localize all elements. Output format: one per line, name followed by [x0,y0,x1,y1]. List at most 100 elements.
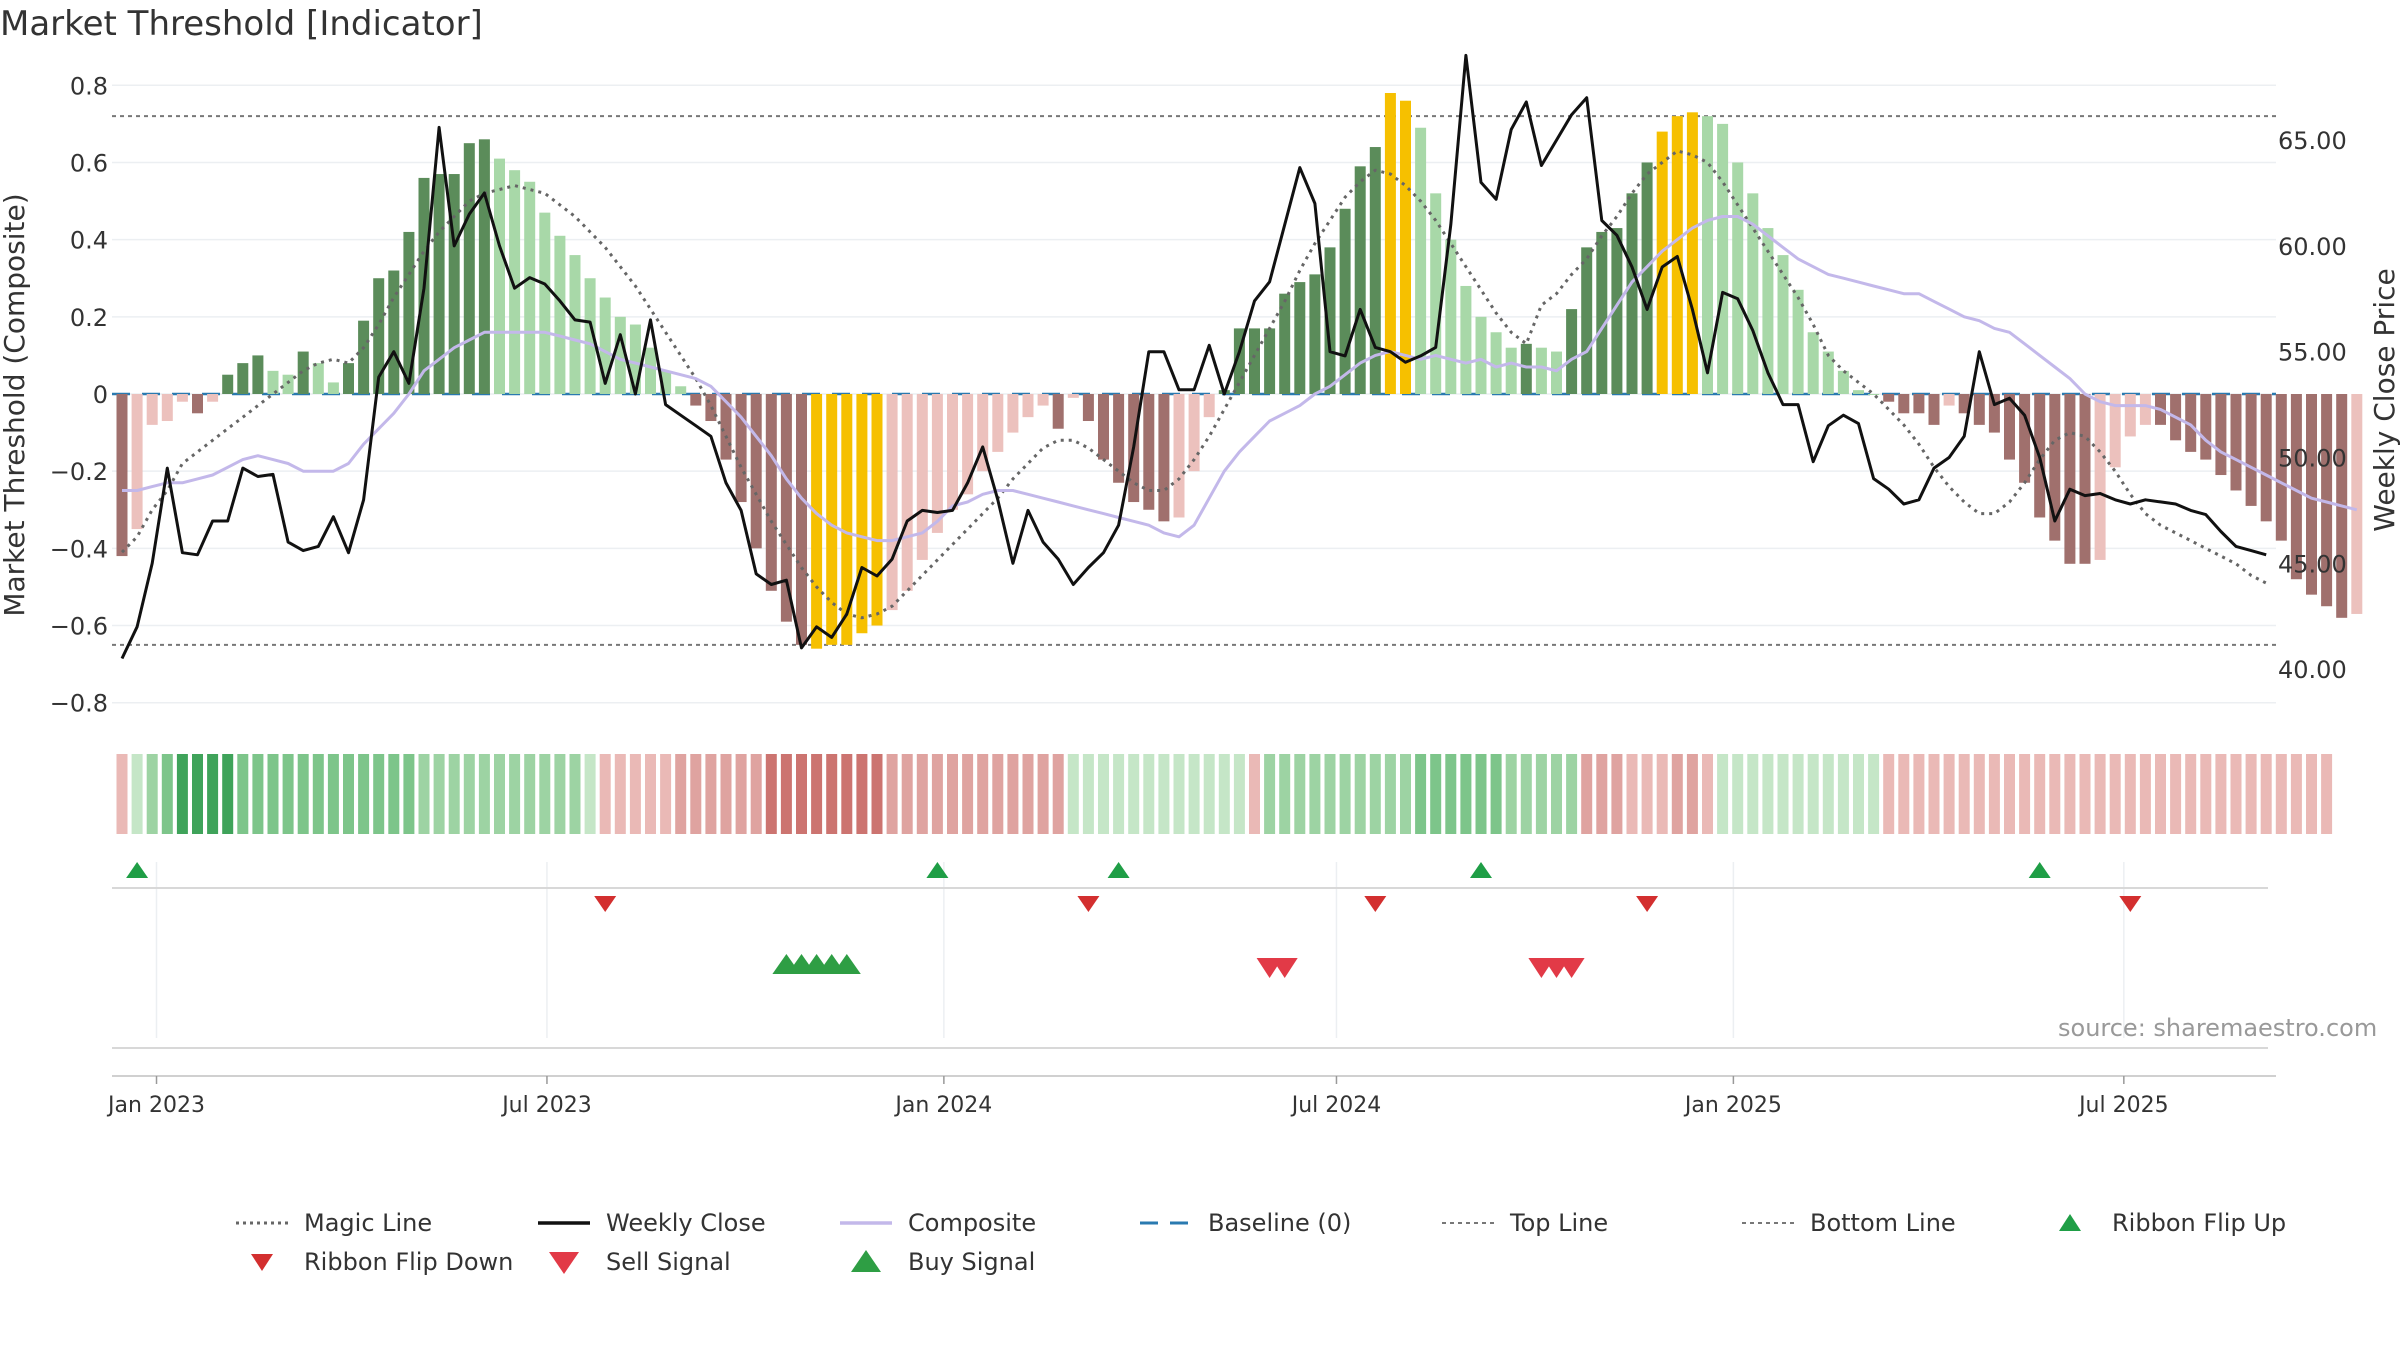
histogram-bar [554,235,566,394]
ribbon-flip-up-marker [926,862,949,878]
histogram-bar [1837,370,1849,394]
histogram-bars [116,93,2363,649]
ribbon-cell [977,754,989,834]
histogram-bar [2185,394,2197,452]
ribbon-cell [1067,754,1079,834]
ribbon-cell [614,754,626,834]
ribbon-flip-down-marker [1364,896,1387,912]
ribbon-strip [116,754,2333,834]
ribbon-cell [1747,754,1759,834]
histogram-bar [2139,394,2151,425]
histogram-bar [494,158,505,394]
histogram-bar [720,394,732,460]
ribbon-cell [826,754,838,834]
histogram-bar [1188,394,1200,472]
legend-sell-signal: Sell Signal [534,1244,731,1280]
histogram-bar [433,174,445,394]
histogram-bar [1943,394,1955,406]
ribbon-cell [388,754,400,834]
ribbon-flip-down-marker [2119,896,2142,912]
ribbon-cell [947,754,958,834]
histogram-bar [388,270,400,394]
ribbon-cell [660,754,672,834]
histogram-bar [645,347,656,394]
ribbon-cell [1173,754,1185,834]
ribbon-cell [1369,754,1381,834]
ribbon-cell [2306,754,2317,834]
ribbon-cell [1400,754,1411,834]
histogram-bar [2094,394,2106,560]
ribbon-cell [1354,754,1366,834]
ribbon-cell [1868,754,1880,834]
ribbon-cell [1143,754,1155,834]
ribbon-cell [1520,754,1532,834]
legend-label: Buy Signal [908,1248,1036,1276]
histogram-bar [916,394,928,560]
ribbon-cell [2185,754,2197,834]
ribbon-cell [192,754,203,834]
ribbon-cell [2079,754,2091,834]
y-axis-label-left: Market Threshold (Composite) [0,193,31,616]
ribbon-cell [841,754,853,834]
ribbon-cell [1581,754,1593,834]
ribbon-cell [1626,754,1638,834]
histogram-bar [1958,394,1970,414]
ribbon-cell [1082,754,1094,834]
ribbon-cell [1279,754,1291,834]
histogram-bar [1822,351,1834,394]
histogram-bar [2321,394,2333,607]
x-tick-label: Jan 2023 [106,1093,205,1118]
histogram-bar [1249,328,1260,394]
ribbon-cell [871,754,883,834]
histogram-bar [584,278,596,394]
ribbon-cell [131,754,143,834]
ribbon-cell [524,754,536,834]
histogram-bar [1067,394,1079,398]
ribbon-cell [403,754,415,834]
ribbon-flip-up-marker [126,862,149,878]
ribbon-cell [1339,754,1351,834]
ribbon-cell [796,754,807,834]
legend-label: Sell Signal [606,1248,731,1276]
ribbon-cell [1777,754,1789,834]
ribbon-cell [267,754,279,834]
y-tick-label-left: −0.2 [50,458,108,486]
ribbon-cell [931,754,943,834]
ribbon-flip-down-marker [1077,896,1100,912]
histogram-bar [478,139,490,394]
legend-top-line-swatch [1442,1222,1494,1224]
histogram-bar [1445,239,1457,394]
histogram-bar [1324,247,1336,394]
chart-title: Market Threshold [Indicator] [0,4,483,44]
ribbon-cell [1309,754,1321,834]
ribbon-cell [509,754,521,834]
y-tick-label-right: 55.00 [2278,339,2347,367]
ribbon-cell [1913,754,1925,834]
y-tick-label-left: 0.8 [70,72,108,100]
ribbon-cell [1807,754,1819,834]
histogram-bar [841,394,853,645]
histogram-bar [2049,394,2061,541]
histogram-bar [1596,231,1608,394]
ribbon-cell [1596,754,1608,834]
histogram-bar [2109,394,2121,468]
histogram-bar [2079,394,2091,564]
legend-label: Ribbon Flip Up [2112,1209,2287,1237]
legend-weekly-close-swatch [538,1221,590,1225]
histogram-bar [1354,166,1366,394]
histogram-bar [146,394,158,425]
ribbon-cell [252,754,264,834]
ribbon-cell [463,754,475,834]
y-tick-label-left: 0.2 [70,304,108,332]
ribbon-cell [312,754,324,834]
ribbon-cell [116,754,128,834]
ribbon-cell [1430,754,1442,834]
ribbon-cell [1158,754,1170,834]
magic-line [120,149,2267,620]
ribbon-cell [1249,754,1260,834]
ribbon-cell [2094,754,2106,834]
histogram-bar [2124,394,2136,437]
legend-label: Baseline (0) [1208,1209,1352,1237]
histogram-bar [675,386,687,394]
ribbon-cell [373,754,385,834]
